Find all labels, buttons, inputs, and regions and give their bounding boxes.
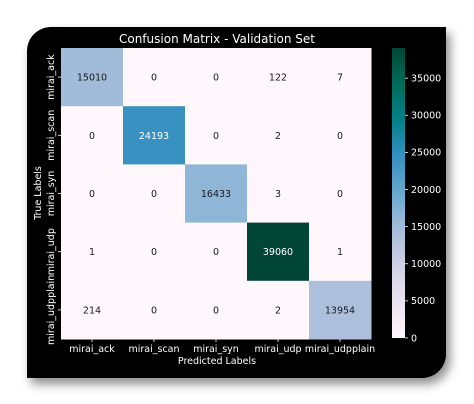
y-tick-label: mirai_udpplain (46, 275, 57, 345)
x-tick-label: mirai_udp (254, 344, 301, 355)
x-tick-label: mirai_ack (69, 344, 115, 355)
cell-value-label: 0 (337, 189, 343, 200)
y-tick-label: mirai_udp (46, 228, 57, 275)
cell-value-label: 0 (89, 189, 95, 200)
heatmap-cell (185, 106, 248, 165)
heatmap-cell (185, 48, 248, 107)
heatmap-cell (247, 164, 310, 224)
colorbar-tick-label: 10000 (411, 259, 441, 270)
cell-value-label: 3 (275, 189, 281, 200)
x-axis-label: Predicted Labels (178, 356, 256, 367)
heatmap-cell (61, 48, 124, 107)
heatmap-cell (247, 280, 310, 340)
y-tick-label: mirai_ack (46, 54, 57, 100)
heatmap-cell (185, 164, 248, 224)
cell-value-label: 13954 (325, 305, 355, 316)
heatmap-cell (185, 280, 248, 340)
heatmap-cell (123, 164, 186, 224)
heatmap-cell (309, 164, 372, 224)
heatmap-cell (61, 222, 124, 282)
y-tick-label: mirai_syn (46, 171, 57, 217)
colorbar-tick-label: 5000 (411, 296, 435, 307)
heatmap-cell (309, 222, 372, 282)
heatmap-cell (309, 106, 372, 165)
heatmap-cell (123, 48, 186, 107)
cell-value-label: 2 (275, 305, 281, 316)
cell-value-label: 1 (337, 247, 343, 258)
colorbar-tick-label: 30000 (411, 111, 441, 122)
heatmap-cell (247, 48, 310, 107)
cell-value-label: 15010 (77, 73, 107, 84)
heatmap-cell (123, 106, 186, 165)
heatmap-cell (185, 222, 248, 282)
cell-value-label: 0 (151, 247, 157, 258)
y-axis-label: True Labels (33, 166, 44, 221)
heatmap-cell (309, 48, 372, 107)
cell-value-label: 39060 (263, 247, 293, 258)
heatmap-cell (309, 280, 372, 340)
heatmap-cell (61, 106, 124, 165)
cell-value-label: 0 (151, 305, 157, 316)
x-tick-label: mirai_scan (128, 344, 179, 355)
cell-value-label: 24193 (139, 131, 169, 142)
cell-value-label: 0 (213, 247, 219, 258)
colorbar-tick-label: 20000 (411, 185, 441, 196)
cell-value-label: 0 (151, 189, 157, 200)
cell-value-label: 2 (275, 131, 281, 142)
heatmap-cell (247, 106, 310, 165)
cell-value-label: 122 (269, 73, 287, 84)
cell-value-label: 1 (89, 247, 95, 258)
colorbar-tick-label: 25000 (411, 148, 441, 159)
heatmap-cell (123, 222, 186, 282)
cell-value-label: 0 (213, 305, 219, 316)
colorbar-tick-label: 0 (411, 333, 417, 344)
cell-value-label: 0 (213, 73, 219, 84)
cell-value-label: 0 (89, 131, 95, 142)
cell-value-label: 0 (213, 131, 219, 142)
heatmap-cell (61, 164, 124, 224)
heatmap-cell (123, 280, 186, 340)
heatmap-cell (61, 280, 124, 340)
cell-value-label: 16433 (201, 189, 231, 200)
cell-value-label: 0 (337, 131, 343, 142)
chart-title: Confusion Matrix - Validation Set (119, 32, 315, 46)
heatmap-cell (247, 222, 310, 282)
colorbar (392, 48, 405, 338)
cell-value-label: 214 (83, 305, 101, 316)
x-tick-label: mirai_syn (193, 344, 239, 355)
colorbar-tick-label: 35000 (411, 73, 441, 84)
cell-value-label: 7 (337, 73, 343, 84)
cell-value-label: 0 (151, 73, 157, 84)
x-tick-label: mirai_udpplain (305, 344, 375, 355)
colorbar-tick-label: 15000 (411, 222, 441, 233)
y-tick-label: mirai_scan (46, 110, 57, 161)
